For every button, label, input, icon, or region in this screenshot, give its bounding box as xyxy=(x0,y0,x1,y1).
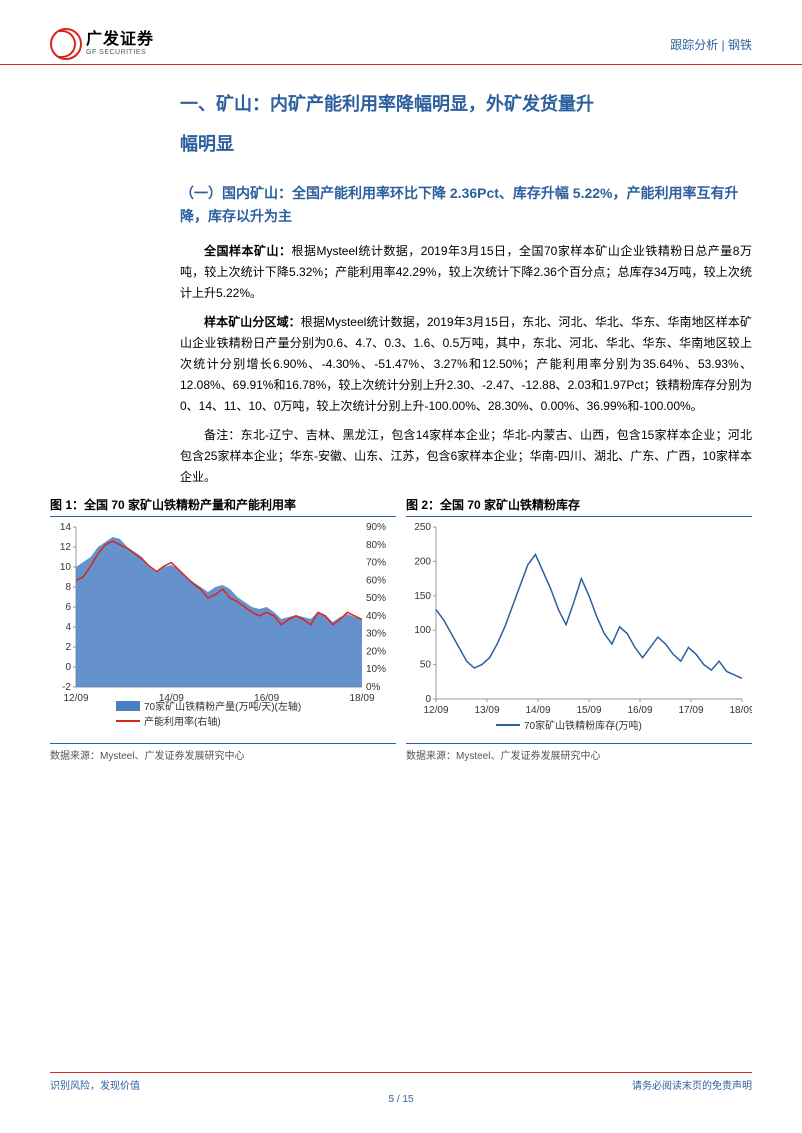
paragraph-3: 备注：东北-辽宁、吉林、黑龙江，包含14家样本企业；华北-内蒙古、山西，包含15… xyxy=(180,425,752,488)
svg-text:16/09: 16/09 xyxy=(627,705,652,716)
chart-2-source: 数据来源：Mysteel、广发证券发展研究中心 xyxy=(406,743,752,762)
svg-text:2: 2 xyxy=(65,642,71,653)
svg-text:70家矿山铁精粉库存(万吨): 70家矿山铁精粉库存(万吨) xyxy=(524,719,642,732)
footer-right: 请务必阅读末页的免责声明 xyxy=(632,1077,752,1092)
main-content: 一、矿山：内矿产能利用率降幅明显，外矿发货量升 幅明显 （一）国内矿山：全国产能… xyxy=(0,65,802,488)
svg-text:18/09: 18/09 xyxy=(729,705,752,716)
svg-text:30%: 30% xyxy=(366,629,386,640)
svg-text:10: 10 xyxy=(60,562,72,573)
chart-2-title: 图 2：全国 70 家矿山铁精粉库存 xyxy=(406,496,752,517)
footer-left: 识别风险，发现价值 xyxy=(50,1077,140,1092)
chart-1-block: 图 1：全国 70 家矿山铁精粉产量和产能利用率 -2 0 2 4 6 8 10 12 14 0%… xyxy=(50,496,396,762)
svg-text:10%: 10% xyxy=(366,664,386,675)
para2-bold: 样本矿山分区域： xyxy=(204,315,301,329)
logo-text-cn: 广发证券 xyxy=(86,31,154,49)
section-title: 一、矿山：内矿产能利用率降幅明显，外矿发货量升 幅明显 xyxy=(180,85,752,164)
svg-text:8: 8 xyxy=(65,582,71,593)
svg-text:20%: 20% xyxy=(366,646,386,657)
svg-text:4: 4 xyxy=(65,622,71,633)
svg-text:18/09: 18/09 xyxy=(349,693,374,704)
logo-icon xyxy=(50,28,82,60)
svg-text:250: 250 xyxy=(414,522,431,533)
logo-text-en: GF SECURITIES xyxy=(86,49,154,57)
chart-1-source: 数据来源：Mysteel、广发证券发展研究中心 xyxy=(50,743,396,762)
chart-1-title: 图 1：全国 70 家矿山铁精粉产量和产能利用率 xyxy=(50,496,396,517)
page-header: 广发证券 GF SECURITIES 跟踪分析 | 钢铁 xyxy=(0,0,802,65)
svg-text:0: 0 xyxy=(65,662,71,673)
svg-text:13/09: 13/09 xyxy=(474,705,499,716)
svg-text:12/09: 12/09 xyxy=(63,693,88,704)
svg-text:15/09: 15/09 xyxy=(576,705,601,716)
paragraph-2: 样本矿山分区域：根据Mysteel统计数据，2019年3月15日，东北、河北、华… xyxy=(180,312,752,417)
svg-text:12: 12 xyxy=(60,542,72,553)
svg-text:14/09: 14/09 xyxy=(525,705,550,716)
svg-text:17/09: 17/09 xyxy=(678,705,703,716)
page-footer: 识别风险，发现价值 请务必阅读末页的免责声明 5 / 15 xyxy=(50,1072,752,1105)
svg-text:0%: 0% xyxy=(366,682,381,693)
svg-text:12/09: 12/09 xyxy=(423,705,448,716)
page-number: 5 / 15 xyxy=(388,1094,413,1105)
subsection-title: （一）国内矿山：全国产能利用率环比下降 2.36Pct、库存升幅 5.22%，产… xyxy=(180,182,752,227)
chart-2-svg: 0 50 100 150 200 250 12/09 13/09 14/09 15/09 16/09… xyxy=(406,521,752,741)
svg-text:40%: 40% xyxy=(366,611,386,622)
svg-text:50%: 50% xyxy=(366,593,386,604)
svg-text:90%: 90% xyxy=(366,522,386,533)
svg-text:6: 6 xyxy=(65,602,71,613)
chart-2-block: 图 2：全国 70 家矿山铁精粉库存 0 50 100 150 200 250 12/09 1… xyxy=(406,496,752,762)
header-category: 跟踪分析 | 钢铁 xyxy=(670,36,752,53)
svg-text:200: 200 xyxy=(414,556,431,567)
section-title-line2: 幅明显 xyxy=(180,134,234,154)
section-title-line1: 一、矿山：内矿产能利用率降幅明显，外矿发货量升 xyxy=(180,94,594,114)
para2-text: 根据Mysteel统计数据，2019年3月15日，东北、河北、华北、华东、华南地… xyxy=(180,315,752,413)
chart-2-area: 0 50 100 150 200 250 12/09 13/09 14/09 15/09 16/09… xyxy=(406,521,752,741)
para1-bold: 全国样本矿山： xyxy=(204,244,291,258)
svg-text:14: 14 xyxy=(60,522,72,533)
chart-1-area: -2 0 2 4 6 8 10 12 14 0% 10% 20% 30% 40% 50% 60% 70% 80% 9… xyxy=(50,521,396,741)
svg-text:60%: 60% xyxy=(366,575,386,586)
svg-text:50: 50 xyxy=(420,660,432,671)
chart-1-svg: -2 0 2 4 6 8 10 12 14 0% 10% 20% 30% 40% 50% 60% 70% 80% 9… xyxy=(50,521,396,741)
svg-text:产能利用率(右轴): 产能利用率(右轴) xyxy=(144,715,221,728)
svg-text:70家矿山铁精粉产量(万吨/天)(左轴): 70家矿山铁精粉产量(万吨/天)(左轴) xyxy=(144,700,301,713)
paragraph-1: 全国样本矿山：根据Mysteel统计数据，2019年3月15日，全国70家样本矿… xyxy=(180,241,752,304)
svg-text:100: 100 xyxy=(414,625,431,636)
svg-text:70%: 70% xyxy=(366,558,386,569)
svg-text:150: 150 xyxy=(414,591,431,602)
svg-text:-2: -2 xyxy=(62,682,71,693)
charts-row: 图 1：全国 70 家矿山铁精粉产量和产能利用率 -2 0 2 4 6 8 10 12 14 0%… xyxy=(0,496,802,762)
svg-text:80%: 80% xyxy=(366,540,386,551)
svg-text:0: 0 xyxy=(425,694,431,705)
logo: 广发证券 GF SECURITIES xyxy=(50,28,154,60)
